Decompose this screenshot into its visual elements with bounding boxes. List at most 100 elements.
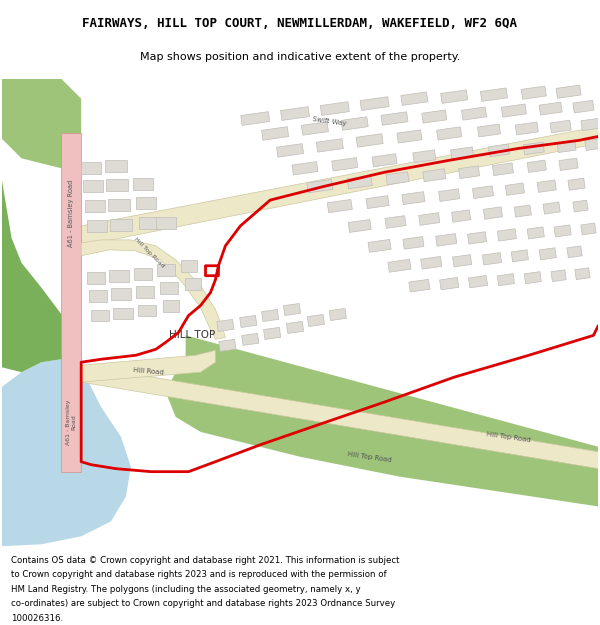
- Polygon shape: [452, 254, 472, 267]
- Polygon shape: [381, 112, 408, 125]
- Polygon shape: [109, 270, 129, 282]
- Polygon shape: [332, 158, 358, 171]
- Polygon shape: [136, 286, 154, 298]
- Polygon shape: [440, 278, 459, 290]
- Text: Hill Road: Hill Road: [133, 367, 164, 376]
- Polygon shape: [484, 207, 503, 219]
- Polygon shape: [2, 79, 598, 546]
- Polygon shape: [386, 172, 409, 184]
- Polygon shape: [242, 333, 259, 346]
- Polygon shape: [523, 142, 544, 154]
- Polygon shape: [402, 192, 425, 204]
- Polygon shape: [585, 138, 600, 151]
- Polygon shape: [568, 178, 585, 190]
- Polygon shape: [2, 359, 131, 546]
- Polygon shape: [81, 365, 598, 469]
- Text: Map shows position and indicative extent of the property.: Map shows position and indicative extent…: [140, 52, 460, 62]
- Polygon shape: [413, 150, 436, 162]
- Polygon shape: [401, 92, 428, 106]
- Polygon shape: [133, 178, 153, 190]
- Polygon shape: [219, 339, 236, 351]
- Polygon shape: [110, 219, 132, 231]
- Polygon shape: [262, 309, 279, 321]
- Polygon shape: [551, 270, 566, 282]
- Polygon shape: [281, 107, 310, 121]
- Text: Swift Way: Swift Way: [313, 116, 347, 127]
- Polygon shape: [559, 158, 578, 171]
- Polygon shape: [472, 186, 494, 199]
- Polygon shape: [514, 205, 532, 217]
- Polygon shape: [385, 216, 406, 228]
- Text: HM Land Registry. The polygons (including the associated geometry, namely x, y: HM Land Registry. The polygons (includin…: [11, 585, 361, 594]
- Text: Hill Top Road: Hill Top Road: [347, 451, 392, 462]
- Polygon shape: [439, 189, 460, 201]
- Polygon shape: [81, 240, 226, 339]
- Polygon shape: [111, 288, 131, 299]
- Polygon shape: [554, 225, 571, 237]
- Polygon shape: [368, 239, 391, 252]
- Polygon shape: [85, 200, 105, 212]
- Polygon shape: [502, 104, 526, 117]
- Polygon shape: [61, 134, 81, 472]
- Polygon shape: [556, 85, 581, 98]
- Polygon shape: [105, 161, 127, 172]
- Polygon shape: [166, 336, 598, 506]
- Polygon shape: [301, 122, 328, 135]
- Text: A61 - Barnsley Road: A61 - Barnsley Road: [68, 179, 74, 247]
- Polygon shape: [451, 147, 473, 160]
- Polygon shape: [87, 272, 105, 284]
- Polygon shape: [409, 279, 430, 292]
- Polygon shape: [397, 130, 422, 143]
- Polygon shape: [521, 86, 546, 99]
- Polygon shape: [316, 139, 343, 152]
- Polygon shape: [81, 350, 215, 382]
- Polygon shape: [469, 276, 488, 288]
- Text: FAIRWAYS, HILL TOP COURT, NEWMILLERDAM, WAKEFIELD, WF2 6QA: FAIRWAYS, HILL TOP COURT, NEWMILLERDAM, …: [83, 17, 517, 30]
- Polygon shape: [505, 183, 524, 196]
- Polygon shape: [91, 309, 109, 321]
- Polygon shape: [575, 268, 590, 279]
- Polygon shape: [2, 79, 81, 168]
- Polygon shape: [106, 179, 128, 191]
- Polygon shape: [458, 166, 479, 179]
- Text: Contains OS data © Crown copyright and database right 2021. This information is : Contains OS data © Crown copyright and d…: [11, 556, 400, 565]
- Polygon shape: [139, 217, 159, 229]
- Polygon shape: [87, 220, 107, 232]
- Polygon shape: [217, 319, 234, 331]
- Polygon shape: [573, 100, 594, 113]
- Polygon shape: [461, 107, 487, 120]
- Text: HILL TOP: HILL TOP: [169, 331, 215, 341]
- Polygon shape: [2, 138, 81, 372]
- Polygon shape: [388, 259, 411, 272]
- Text: to Crown copyright and database rights 2023 and is reproduced with the permissio: to Crown copyright and database rights 2…: [11, 570, 386, 579]
- Polygon shape: [157, 264, 175, 276]
- Polygon shape: [320, 102, 349, 116]
- Polygon shape: [493, 163, 514, 176]
- Polygon shape: [241, 112, 270, 126]
- Polygon shape: [581, 223, 596, 235]
- Polygon shape: [307, 314, 325, 326]
- Polygon shape: [181, 260, 197, 272]
- Polygon shape: [240, 316, 257, 328]
- Polygon shape: [452, 210, 470, 222]
- Polygon shape: [360, 97, 389, 111]
- Polygon shape: [481, 88, 508, 101]
- Polygon shape: [136, 197, 156, 209]
- Polygon shape: [524, 272, 541, 284]
- Polygon shape: [283, 304, 301, 316]
- Polygon shape: [348, 219, 371, 232]
- Polygon shape: [138, 304, 156, 316]
- Polygon shape: [421, 256, 442, 269]
- Polygon shape: [497, 229, 517, 241]
- Polygon shape: [113, 308, 133, 319]
- Polygon shape: [185, 278, 200, 289]
- Polygon shape: [515, 122, 538, 135]
- Polygon shape: [478, 124, 500, 137]
- Polygon shape: [286, 321, 304, 334]
- Polygon shape: [307, 179, 333, 193]
- Polygon shape: [467, 232, 487, 244]
- Polygon shape: [440, 90, 467, 103]
- Polygon shape: [277, 144, 304, 157]
- Polygon shape: [134, 268, 152, 279]
- Polygon shape: [581, 118, 600, 131]
